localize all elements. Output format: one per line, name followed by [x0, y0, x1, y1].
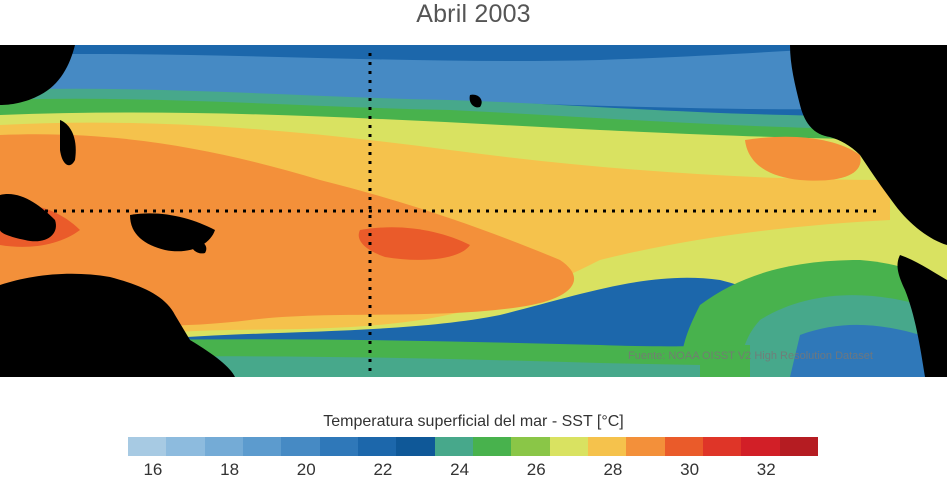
colorbar-swatch — [319, 437, 358, 456]
land-asia — [0, 45, 75, 105]
colorbar-swatch — [434, 437, 473, 456]
land-australia — [0, 273, 235, 377]
colorbar-tick-label: 16 — [143, 460, 163, 479]
hot-spot-red-1 — [358, 227, 470, 260]
colorbar-tick-label: 32 — [756, 460, 776, 479]
colorbar-swatch — [511, 437, 550, 456]
colorbar-swatch — [166, 437, 205, 456]
sst-map — [0, 45, 947, 377]
colorbar-tick-label: 24 — [450, 460, 470, 479]
colorbar-tick-label: 18 — [220, 460, 240, 479]
colorbar-swatch — [702, 437, 742, 456]
colorbar-tick-label: 22 — [373, 460, 393, 479]
colorbar — [128, 437, 818, 456]
colorbar-swatch — [626, 437, 665, 456]
colorbar-swatch — [242, 437, 282, 456]
warm-pool-orange — [0, 134, 575, 326]
colorbar-label: Temperatura superficial del mar - SST [°… — [323, 413, 624, 430]
colorbar-tick-label: 30 — [680, 460, 700, 479]
east-cool-tongue-blue — [790, 324, 947, 377]
colorbar-tick-label: 28 — [603, 460, 623, 479]
colorbar-swatch — [396, 437, 435, 456]
colorbar-swatch — [357, 437, 397, 456]
colorbar-swatch — [549, 437, 588, 456]
colorbar-swatch — [779, 437, 818, 456]
land-south-america — [897, 255, 947, 377]
colorbar-swatch — [472, 437, 512, 456]
data-source-credit: Fuente: NOAA OISST V2 High Resolution Da… — [628, 350, 873, 362]
land-indonesia — [0, 194, 56, 242]
colorbar-tick-label: 20 — [296, 460, 316, 479]
colorbar-swatch — [664, 437, 703, 456]
land-north-america — [790, 45, 947, 245]
map-title: Abril 2003 — [416, 0, 531, 28]
land-philippines — [60, 120, 76, 166]
east-warm-patch — [745, 136, 861, 181]
colorbar-swatch — [741, 437, 780, 456]
colorbar-swatch — [128, 437, 167, 456]
colorbar-swatch — [204, 437, 243, 456]
colorbar-swatch — [587, 437, 627, 456]
colorbar-tick-label: 26 — [526, 460, 546, 479]
colorbar-swatch — [281, 437, 320, 456]
colorbar-ticks: 16 18 20 22 24 26 28 30 32 — [0, 460, 947, 480]
land-islands-2 — [469, 94, 482, 108]
land-islands-1 — [190, 239, 207, 254]
